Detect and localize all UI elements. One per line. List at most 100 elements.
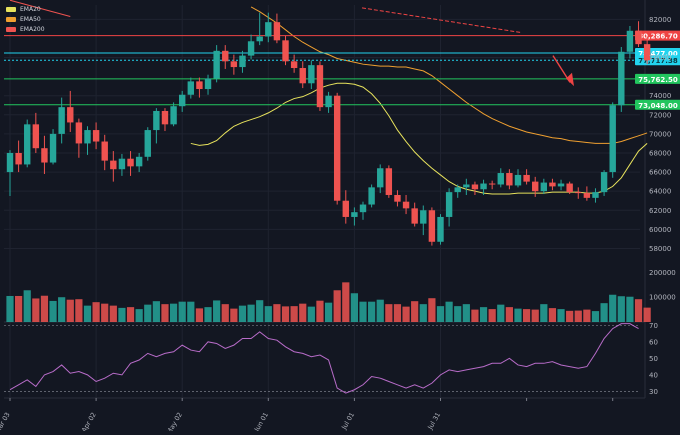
volume-bar	[273, 304, 281, 322]
candle-body	[49, 133, 57, 163]
volume-bar	[161, 304, 169, 322]
volume-bar	[187, 301, 195, 322]
volume-bar	[609, 294, 617, 322]
candle-body	[437, 216, 444, 242]
volume-bar	[135, 309, 143, 322]
volume-bar	[109, 305, 117, 322]
volume-bar	[75, 299, 83, 322]
candle-body	[32, 124, 40, 149]
candle-body	[523, 174, 530, 182]
volume-axis-tick-label: 100000	[649, 294, 676, 302]
downward-arrow-head	[566, 72, 574, 87]
candle-body	[575, 192, 582, 194]
price-axis-tick-label: 66000	[649, 169, 671, 177]
candle-body	[196, 81, 203, 90]
candle-body	[394, 194, 401, 202]
candle-body	[488, 183, 496, 185]
trend-projection-line	[361, 7, 523, 34]
legend-label-ema50: EMA50	[20, 16, 41, 23]
candle-body	[351, 212, 358, 217]
candle-body	[84, 130, 91, 144]
candle-body	[290, 61, 298, 69]
annotation-layer	[361, 7, 574, 87]
rsi-axis-tick-label: 50	[649, 355, 658, 363]
candle-body	[204, 78, 212, 90]
volume-bar	[376, 299, 384, 322]
candle-body	[316, 65, 324, 108]
rsi-layer	[4, 323, 640, 394]
volume-bar	[316, 300, 324, 322]
grid-layer	[4, 0, 646, 399]
volume-bar	[368, 301, 376, 322]
candle-body	[67, 107, 74, 123]
volume-bar	[359, 301, 367, 322]
volume-bar	[488, 309, 496, 322]
volume-bar	[221, 304, 229, 322]
candle-body	[643, 44, 651, 61]
volume-bar	[264, 306, 272, 322]
candle-body	[549, 182, 556, 187]
volume-bar	[213, 300, 221, 322]
volume-bar	[290, 306, 298, 322]
legend-swatch-ema20	[6, 7, 16, 12]
rsi-axis-tick-label: 40	[649, 371, 658, 379]
candle-body	[635, 30, 642, 45]
candle-body	[282, 40, 289, 62]
candle-body	[58, 107, 65, 134]
volume-bar	[101, 303, 109, 322]
volume-bar	[118, 307, 126, 322]
candle-body	[540, 182, 548, 192]
volume-bar	[428, 298, 436, 322]
legend-item-ema20: EMA20	[6, 5, 45, 14]
volume-bar	[600, 303, 608, 322]
volume-bar	[15, 295, 23, 322]
candle-body	[6, 152, 14, 173]
price-axis-tick-label: 64000	[649, 188, 671, 196]
candle-body	[265, 22, 272, 37]
candle-body	[333, 95, 341, 201]
candle-body	[402, 201, 410, 209]
candle-body	[471, 184, 479, 190]
candle-body	[187, 81, 195, 95]
candle-body	[101, 141, 108, 161]
volume-bar	[411, 301, 419, 322]
volume-bar	[634, 299, 643, 322]
price-axis-tick-label: 58000	[649, 245, 671, 253]
candle-body	[230, 61, 238, 68]
ema50-line	[250, 6, 648, 144]
rsi-axis-tick-label: 60	[649, 338, 658, 346]
price-axis-tick-label: 74000	[649, 92, 671, 100]
candle-body	[144, 130, 151, 157]
candle-body	[445, 192, 453, 217]
level-price-label: 77,717.38	[638, 57, 678, 65]
volume-bar	[462, 304, 470, 322]
volume-bar	[256, 300, 264, 322]
volume-bar	[385, 304, 393, 322]
candle-body	[557, 183, 565, 187]
volume-bar	[445, 301, 453, 322]
volume-bar	[574, 310, 582, 322]
candle-body	[222, 50, 229, 62]
legend-label-ema200: EMA200	[20, 26, 45, 33]
candle-body	[273, 22, 281, 41]
volume-axis-tick-label: 200000	[649, 269, 676, 277]
candle-body	[299, 68, 306, 84]
candle-body	[420, 210, 427, 224]
legend-item-ema200: EMA200	[6, 25, 45, 34]
volume-bar	[479, 307, 488, 322]
volume-bar	[531, 309, 539, 322]
volume-bar	[307, 306, 315, 322]
candle-body	[506, 173, 513, 186]
candle-body	[118, 158, 126, 170]
rsi-axis-tick-label: 30	[649, 388, 658, 396]
price-axis-tick-label: 68000	[649, 149, 671, 157]
volume-bar	[419, 304, 427, 322]
price-axis-tick-label: 70000	[649, 130, 671, 138]
volume-bar	[204, 307, 212, 322]
candle-body	[497, 173, 504, 185]
candle-body	[92, 130, 100, 142]
volume-bar	[281, 306, 290, 322]
candle-body	[256, 36, 263, 42]
